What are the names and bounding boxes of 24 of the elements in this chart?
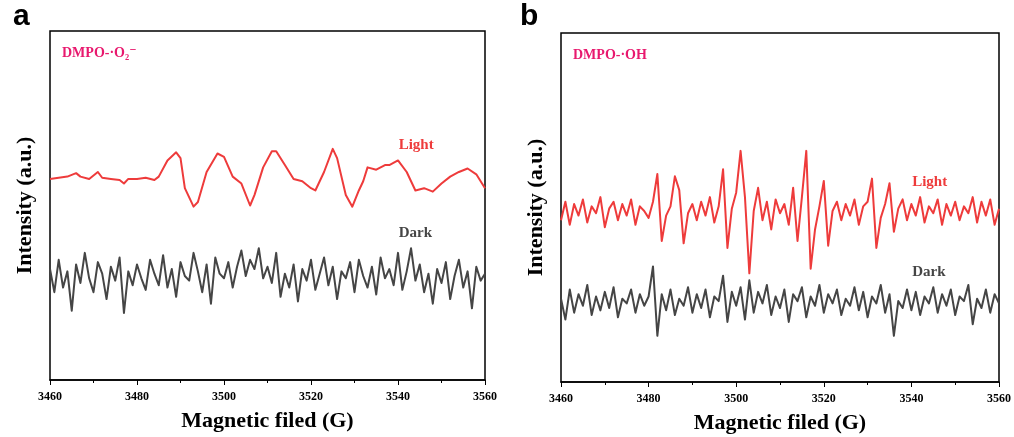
x-tick-label: 3500	[212, 389, 236, 403]
chart-title: a	[13, 0, 30, 31]
y-axis-title: Intensity (a.u.)	[521, 138, 547, 277]
series-label: Light	[398, 135, 434, 152]
x-axis-title: Magnetic filed (G)	[181, 406, 354, 432]
x-tick-label: 3560	[987, 391, 1011, 405]
text: DMPO-·O₂⁻	[62, 44, 137, 60]
x-tick-label: 3500	[724, 391, 749, 405]
series-label: Dark	[398, 223, 433, 240]
chart-title: b	[520, 0, 539, 31]
x-axis-title: Magnetic filed (G)	[693, 408, 867, 434]
x-tick-label: 3460	[549, 391, 573, 405]
text: DMPO-·OH	[573, 46, 647, 62]
x-tick-label: 3480	[125, 389, 149, 403]
x-tick-label: 3520	[299, 389, 323, 403]
y-axis-title: Intensity (a.u.)	[10, 136, 36, 275]
x-tick-label: 3460	[38, 389, 62, 403]
x-tick-label: 3540	[899, 391, 924, 405]
x-tick-label: 3560	[473, 389, 497, 403]
x-tick-label: 3520	[811, 391, 836, 405]
series-label: Light	[912, 172, 948, 189]
x-tick-label: 3480	[636, 391, 661, 405]
x-tick-label: 3540	[386, 389, 410, 403]
series-label: Dark	[912, 262, 947, 279]
